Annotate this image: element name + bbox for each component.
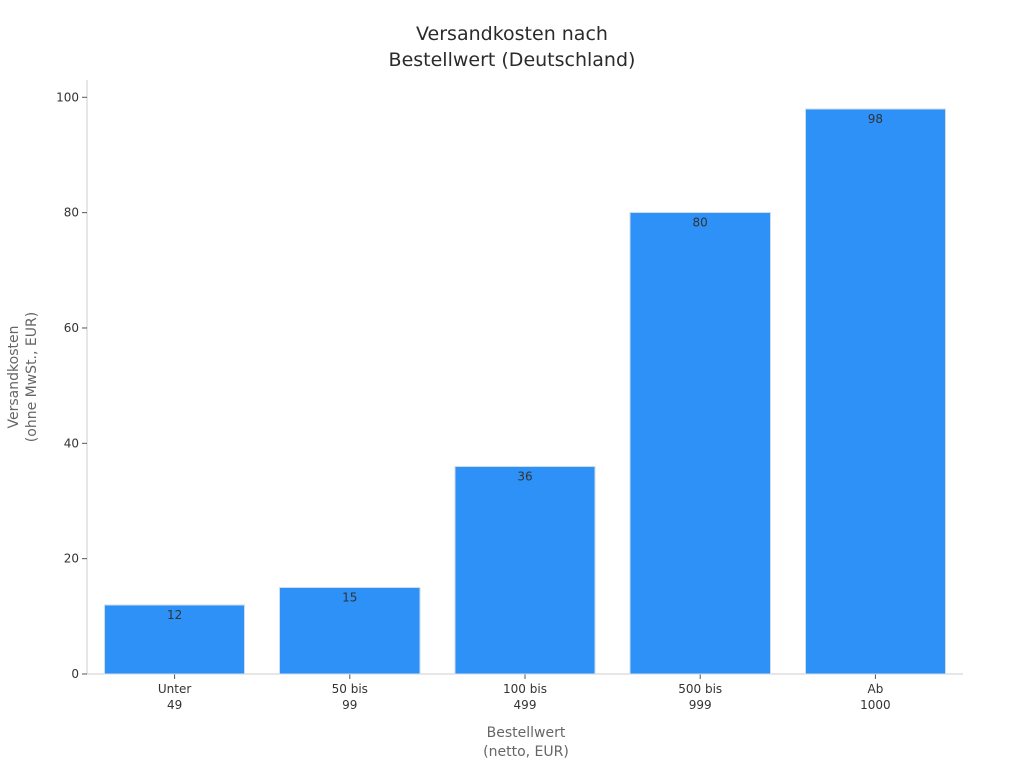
x-tick-label: 1000: [860, 698, 891, 712]
x-axis-title-line-2: (netto, EUR): [483, 744, 569, 760]
bar: [104, 604, 246, 675]
bar-value-label: 80: [693, 216, 708, 230]
x-tick-label: Ab: [867, 682, 883, 696]
bar-value-label: 36: [517, 469, 532, 483]
y-tick-label: 60: [64, 321, 79, 335]
x-axis-title-line-1: Bestellwert: [487, 725, 566, 741]
bar-value-label: 98: [868, 112, 883, 126]
y-axis: 0 20 40 60 80 100: [56, 80, 88, 681]
x-axis: Unter 49 50 bis 99 100 bis 499 500 bis 999 Ab 100…: [87, 673, 963, 712]
x-tick-label: 500 bis: [678, 682, 722, 696]
bar: [804, 108, 946, 675]
y-axis-title: Versandkosten (ohne MwSt., EUR): [6, 312, 40, 442]
chart-title: Versandkosten nach Bestellwert (Deutschl…: [389, 23, 636, 71]
bar: [454, 465, 596, 675]
chart-title-line-1: Versandkosten nach: [416, 23, 608, 45]
x-tick-label: 99: [342, 698, 357, 712]
bar: [279, 586, 421, 675]
x-tick-label: 50 bis: [332, 682, 368, 696]
x-tick-label: 499: [514, 698, 537, 712]
x-tick-label: 999: [689, 698, 712, 712]
x-axis-title: Bestellwert (netto, EUR): [483, 725, 569, 760]
y-tick-label: 80: [64, 206, 79, 220]
x-tick-label: 100 bis: [503, 682, 547, 696]
y-tick-label: 20: [64, 552, 79, 566]
y-axis-title-line-1: Versandkosten: [6, 326, 22, 429]
chart-title-line-2: Bestellwert (Deutschland): [389, 49, 636, 71]
y-tick-label: 100: [56, 90, 79, 104]
y-axis-title-line-2: (ohne MwSt., EUR): [24, 312, 40, 442]
bar-value-label: 15: [342, 590, 357, 604]
y-tick-label: 0: [71, 667, 79, 681]
bar-value-label: 12: [167, 608, 182, 622]
x-tick-label: 49: [167, 698, 182, 712]
x-tick-label: Unter: [158, 682, 191, 696]
value-labels: 12 15 36 80 98: [167, 112, 883, 622]
bar: [629, 212, 771, 675]
bars: [104, 108, 946, 675]
y-tick-label: 40: [64, 436, 79, 450]
